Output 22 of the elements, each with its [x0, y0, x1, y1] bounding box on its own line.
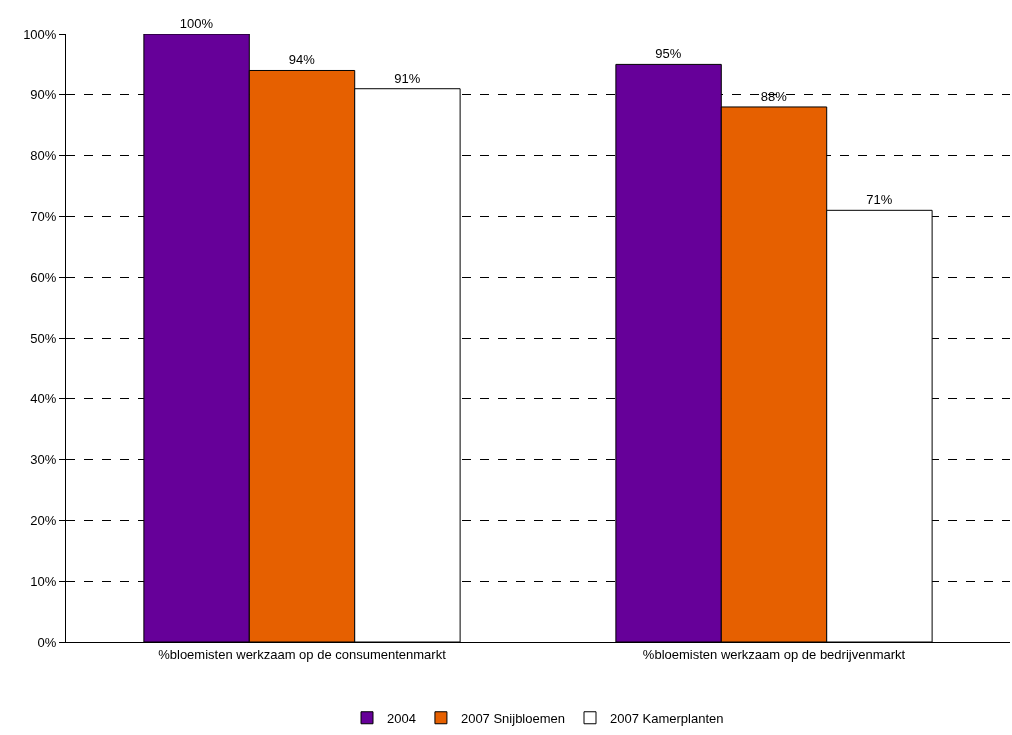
data-label: 71%: [866, 192, 893, 208]
y-tick-label: 50%: [30, 330, 57, 346]
y-tick-label: 90%: [30, 87, 57, 103]
data-label: 91%: [394, 70, 421, 86]
y-tick-label: 20%: [30, 512, 57, 528]
y-tick-label: 70%: [30, 208, 57, 224]
y-tick-label: 10%: [30, 573, 57, 589]
y-tick-label: 30%: [30, 452, 57, 468]
x-tick-label: %bloemisten werkzaam op de consumentenmarkt: [158, 646, 447, 662]
y-tick-label: 0%: [37, 634, 57, 650]
data-label: 100%: [179, 16, 214, 31]
legend-label: 2004: [387, 710, 416, 726]
y-tick-label: 100%: [23, 26, 57, 42]
data-label: 94%: [288, 52, 316, 68]
data-label: 88%: [760, 88, 788, 104]
x-tick-label: %bloemisten werkzaam op de bedrijvenmarkt: [642, 646, 906, 662]
legend-label: 2007 Snijbloemen: [460, 710, 565, 726]
y-tick-label: 80%: [30, 148, 57, 164]
y-tick-label: 40%: [30, 391, 57, 407]
y-tick-label: 60%: [30, 269, 57, 285]
data-label: 95%: [655, 46, 682, 62]
legend-label: 2007 Kamerplanten: [610, 710, 724, 726]
